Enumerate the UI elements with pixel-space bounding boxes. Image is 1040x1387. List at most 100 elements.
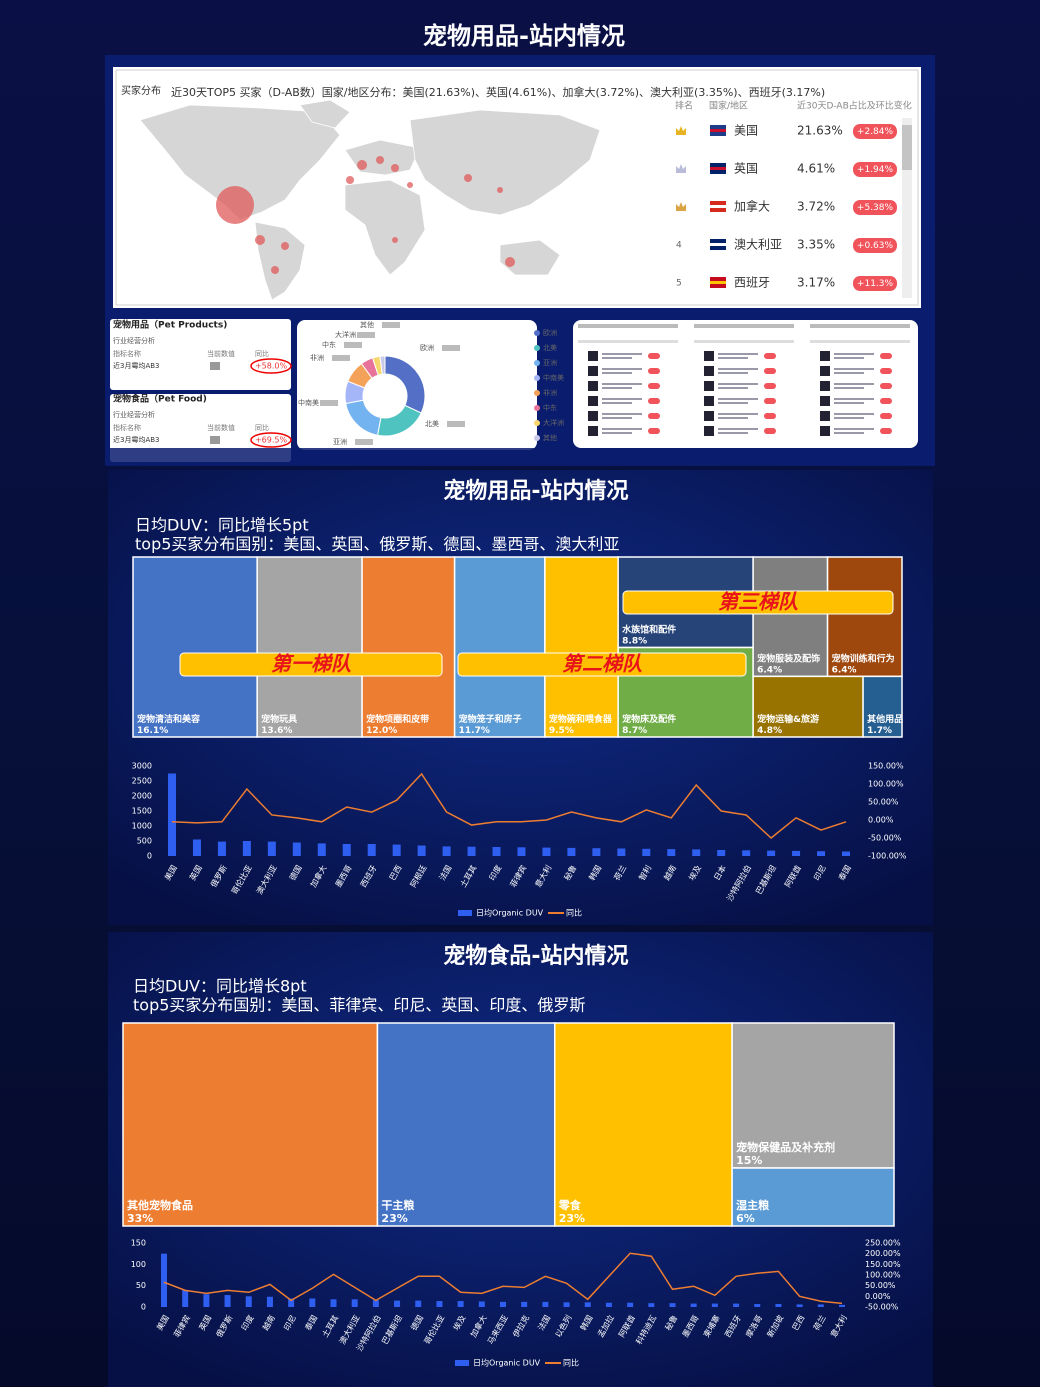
cell-label: 宠物玩具 13.6% [261, 713, 297, 736]
legend-label: 日均Organic DUV [476, 908, 544, 918]
bubble [392, 237, 398, 243]
row-text [834, 428, 874, 430]
row-text [718, 402, 748, 404]
cell-name: 宠物碗和喂食器 [549, 713, 613, 725]
cell-value: 12.0% [366, 726, 397, 736]
map-caption: 近30天TOP5 买家（D-AB数）国家/地区分布：美国(21.63%)、英国(… [171, 85, 825, 99]
thumb [588, 351, 598, 361]
row-badge [764, 398, 776, 404]
cell-value: 8.7% [622, 726, 647, 736]
row-text [718, 353, 758, 355]
legend-label: 中南美 [543, 373, 564, 382]
bar [457, 1301, 464, 1307]
row-text [602, 428, 642, 430]
row-text [602, 402, 632, 404]
treemap-cell [731, 1167, 895, 1227]
cell-label: 宠物服装及配饰 6.4% [757, 652, 820, 675]
y2-tick-label: -100.00% [868, 852, 907, 861]
greenland [299, 99, 351, 129]
cell-name: 宠物玩具 [261, 713, 297, 725]
cell-value: 23% [559, 1212, 585, 1225]
section-subtitle: 日均DUV：同比增长8pt [133, 977, 307, 996]
treemap-cell [554, 1022, 733, 1227]
cell-name: 宠物项圈和皮带 [366, 713, 429, 725]
bar [767, 850, 776, 856]
flag-stripe [710, 205, 726, 208]
row-text [834, 402, 864, 404]
cell-name: 宠物服装及配饰 [757, 652, 820, 664]
donut-slice [379, 355, 386, 375]
row-badge [764, 383, 776, 389]
row-text [602, 417, 632, 419]
bubble [216, 186, 254, 224]
y2-tick-label: -50.00% [865, 1303, 899, 1312]
tier-label: 第三梯队 [718, 590, 799, 614]
blurred-value [447, 421, 465, 427]
share: 3.35% [797, 238, 835, 252]
legend-label: 中东 [543, 403, 557, 412]
y-tick-label: 3000 [132, 762, 152, 771]
y2-tick-label: 150.00% [865, 1260, 901, 1269]
legend-swatch [458, 910, 472, 916]
cell-label: 零食 23% [558, 1198, 585, 1225]
change: +0.63% [857, 241, 894, 251]
country: 美国 [734, 124, 758, 138]
card-title: 宠物用品（Pet Products) [113, 319, 227, 331]
card-header: 指标名称 [113, 349, 141, 358]
blurred-value [357, 332, 375, 338]
bar [267, 841, 276, 856]
row-badge [880, 413, 892, 419]
row-text [602, 398, 642, 400]
row-badge [648, 383, 660, 389]
treemap-cell [453, 556, 546, 738]
cell-name: 其他用品 [867, 713, 903, 725]
row-text [718, 383, 758, 385]
table-header: 近30天D-AB占比及环比变化 [797, 100, 912, 112]
row-text [718, 368, 758, 370]
tier-banner [457, 652, 747, 677]
y2-tick-label: 50.00% [865, 1281, 896, 1290]
y-tick-label: 50 [136, 1281, 146, 1290]
legend-label: 北美 [543, 343, 557, 352]
north-america [139, 104, 341, 221]
cell-name: 宠物床及配件 [622, 713, 676, 725]
row-text [718, 428, 758, 430]
treemap-cell [361, 556, 456, 738]
table-header: 国家/地区 [709, 100, 748, 112]
cell-name: 宠物训练和行为 [832, 652, 895, 664]
bar [592, 848, 601, 856]
cell-name: 宠物清洁和美容 [137, 713, 200, 725]
product-lists [578, 324, 910, 436]
legend-dot [534, 330, 540, 336]
bar [627, 1302, 634, 1307]
row-badge [880, 383, 892, 389]
treemap-cell [826, 556, 903, 678]
bar [351, 1299, 358, 1307]
cell-label: 宠物笼子和房子 11.7% [459, 713, 522, 736]
thumb [820, 411, 830, 421]
thumb [704, 411, 714, 421]
cell-value: 33% [127, 1212, 153, 1225]
cell-label: 宠物碗和喂食器 9.5% [549, 713, 613, 736]
bar [392, 844, 401, 856]
row-text [718, 387, 748, 389]
row-text [834, 372, 864, 374]
legend-label: 非洲 [543, 388, 557, 397]
bar [842, 851, 850, 856]
legend-dot [534, 390, 540, 396]
cell-name: 干主粮 [381, 1198, 414, 1212]
bar [775, 1304, 782, 1307]
section-products: 宠物用品-站内情况日均DUV：同比增长5pttop5买家分布国别：美国、英国、俄… [132, 478, 907, 918]
cell-label: 其他宠物食品 33% [127, 1198, 193, 1225]
legend-dot [534, 435, 540, 441]
scrollbar [902, 118, 912, 298]
bar [436, 1301, 443, 1307]
cell-label: 宠物运输&旅游 4.8% [757, 713, 819, 736]
bar [442, 846, 451, 856]
section-title: 宠物食品-站内情况 [443, 943, 628, 969]
section-food: 宠物食品-站内情况日均DUV：同比增长8pttop5买家分布国别：美国、菲律宾、… [122, 943, 901, 1368]
change-badge [853, 200, 897, 215]
bar [242, 841, 251, 856]
card-header: 同比 [255, 349, 269, 358]
